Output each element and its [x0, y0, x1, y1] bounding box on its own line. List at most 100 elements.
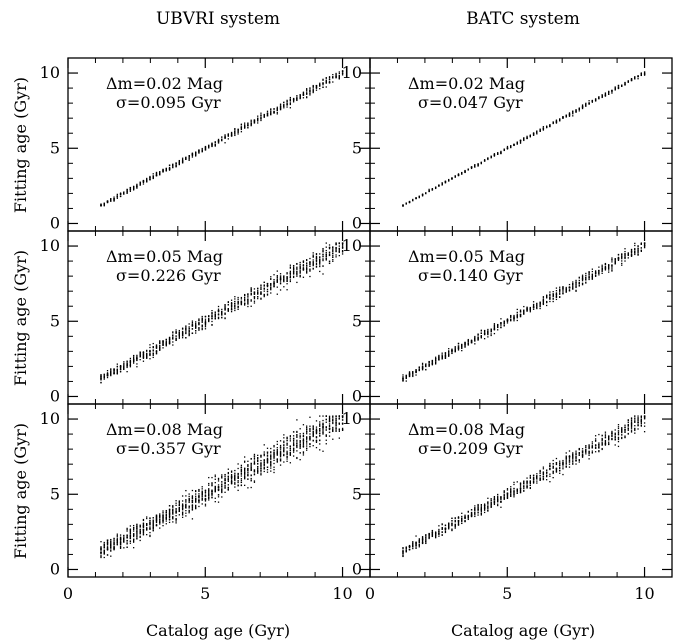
- scatter-point: [146, 353, 148, 356]
- scatter-point: [247, 298, 249, 300]
- scatter-point: [250, 467, 252, 469]
- scatter-point: [328, 78, 331, 80]
- scatter-point: [152, 346, 154, 348]
- scatter-point: [341, 243, 344, 246]
- scatter-point: [250, 290, 252, 292]
- scatter-point: [201, 503, 203, 505]
- scatter-point: [332, 256, 334, 258]
- scatter-point: [408, 372, 411, 374]
- scatter-point: [341, 416, 344, 419]
- scatter-point: [299, 440, 301, 442]
- scatter-point: [328, 423, 331, 425]
- scatter-point: [279, 273, 282, 275]
- scatter-point: [234, 479, 236, 482]
- scatter-point: [175, 520, 177, 522]
- scatter-point: [244, 127, 246, 129]
- scatter-point: [201, 496, 203, 498]
- scatter-point: [490, 333, 492, 335]
- scatter-point: [162, 343, 164, 345]
- scatter-point: [178, 514, 180, 516]
- scatter-point: [418, 196, 420, 199]
- scatter-point: [263, 467, 265, 470]
- scatter-point: [296, 434, 298, 436]
- scatter-point: [279, 282, 282, 284]
- scatter-point: [289, 266, 292, 268]
- scatter-point: [201, 327, 203, 330]
- scatter-point: [230, 479, 233, 481]
- scatter-point: [477, 338, 479, 341]
- scatter-point: [322, 250, 324, 252]
- scatter-point: [250, 469, 252, 472]
- scatter-point: [637, 249, 639, 252]
- scatter-point: [253, 480, 256, 482]
- scatter-point: [270, 113, 272, 116]
- scatter-point: [286, 447, 288, 449]
- scatter-point: [227, 478, 229, 480]
- scatter-point: [237, 306, 239, 309]
- scatter-point: [418, 544, 420, 546]
- scatter-point: [470, 340, 473, 342]
- scatter-point: [221, 317, 223, 319]
- scatter-point: [181, 500, 184, 502]
- scatter-point: [338, 415, 340, 417]
- scatter-point: [240, 303, 243, 305]
- scatter-point: [296, 95, 298, 97]
- scatter-point: [322, 431, 324, 434]
- scatter-point: [208, 144, 210, 146]
- scatter-point: [286, 279, 288, 281]
- scatter-point: [296, 281, 298, 284]
- scatter-point: [132, 534, 135, 536]
- scatter-point: [152, 521, 154, 523]
- scatter-point: [244, 473, 246, 475]
- scatter-point: [211, 314, 213, 316]
- scatter-point: [441, 356, 443, 358]
- scatter-point: [257, 296, 259, 298]
- scatter-point: [227, 308, 229, 310]
- scatter-point: [217, 486, 220, 489]
- scatter-point: [188, 499, 190, 502]
- scatter-point: [279, 103, 282, 105]
- scatter-point: [611, 270, 613, 272]
- scatter-point: [162, 513, 164, 515]
- scatter-point: [451, 349, 453, 351]
- scatter-point: [627, 81, 629, 83]
- scatter-point: [155, 347, 158, 349]
- scatter-point: [263, 453, 265, 455]
- scatter-point: [270, 461, 272, 463]
- scatter-point: [464, 342, 466, 344]
- scatter-point: [270, 455, 272, 458]
- scatter-point: [637, 247, 639, 250]
- scatter-point: [224, 486, 226, 489]
- scatter-point: [594, 272, 597, 274]
- scatter-point: [142, 353, 145, 355]
- scatter-point: [103, 205, 105, 207]
- scatter-point: [611, 269, 613, 271]
- scatter-point: [637, 249, 639, 251]
- scatter-point: [244, 294, 246, 297]
- scatter-point: [421, 195, 424, 197]
- scatter-point: [276, 281, 278, 283]
- scatter-point: [286, 439, 288, 441]
- scatter-point: [283, 437, 285, 439]
- scatter-point: [198, 149, 200, 151]
- scatter-point: [113, 370, 115, 373]
- scatter-point: [149, 526, 151, 528]
- scatter-point: [195, 497, 197, 499]
- scatter-point: [549, 291, 551, 293]
- scatter-point: [208, 494, 210, 497]
- scatter-point: [588, 273, 590, 275]
- scatter-point: [279, 280, 282, 282]
- scatter-point: [159, 348, 161, 350]
- scatter-point: [536, 131, 538, 133]
- scatter-point: [292, 443, 295, 445]
- scatter-point: [237, 133, 239, 135]
- scatter-point: [263, 116, 265, 118]
- scatter-point: [244, 122, 246, 124]
- annotation-delta-m: Δm=0.08 Mag: [408, 420, 525, 439]
- scatter-point: [575, 285, 577, 288]
- scatter-point: [309, 275, 311, 278]
- scatter-point: [637, 250, 639, 253]
- scatter-point: [412, 375, 414, 378]
- scatter-point: [204, 316, 207, 318]
